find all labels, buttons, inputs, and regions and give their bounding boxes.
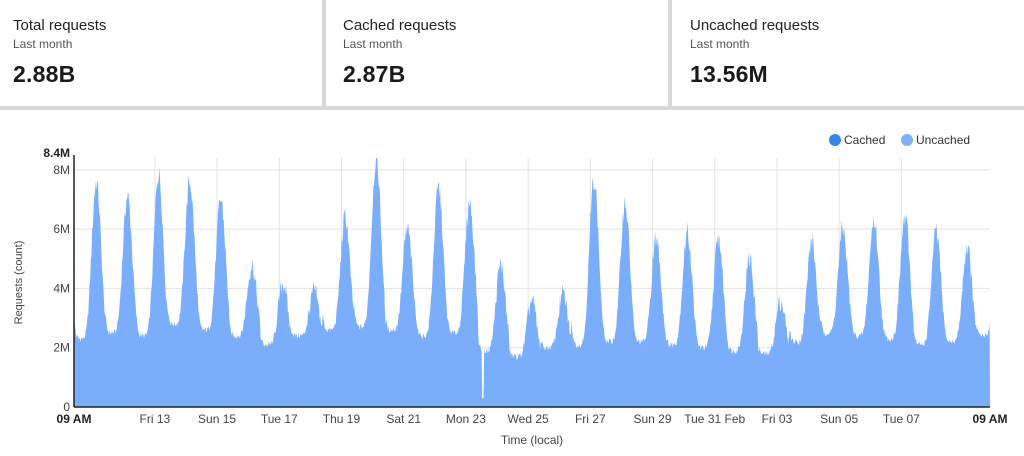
- area-layer: [74, 158, 990, 407]
- x-axis-label: Time (local): [501, 433, 563, 447]
- stat-value: 2.88B: [13, 61, 76, 87]
- y-tick-label: 8M: [53, 163, 70, 177]
- stat-card-cached: Cached requests Last month 2.87B: [326, 0, 668, 106]
- stat-period: Last month: [343, 37, 403, 51]
- y-tick-label: 2M: [53, 341, 70, 355]
- y-axis-label: Requests (count): [13, 241, 25, 325]
- stat-title: Uncached requests: [690, 17, 820, 34]
- requests-chart: 0 2M 4M 6M 8M 8.4M 09 AM Fri 13 Sun 15 Tue 17 Thu …: [0, 110, 1024, 451]
- x-tick-label: Wed 25: [508, 412, 549, 426]
- legend-marker-uncached[interactable]: [901, 134, 913, 146]
- x-tick-label: Tue 17: [261, 412, 298, 426]
- x-tick-label: Tue 31 Feb: [684, 412, 745, 426]
- y-tick-label: 8.4M: [43, 146, 70, 160]
- stat-period: Last month: [690, 37, 750, 51]
- x-tick-label: Sun 29: [634, 412, 672, 426]
- stat-value: 2.87B: [343, 61, 406, 87]
- x-tick-label: Thu 19: [323, 412, 361, 426]
- section-divider: [0, 106, 1024, 110]
- stat-card-total: Total requests Last month 2.88B: [0, 0, 322, 106]
- stat-value: 13.56M: [690, 61, 768, 87]
- x-tick-label: Tue 07: [883, 412, 920, 426]
- stat-title: Cached requests: [343, 17, 457, 34]
- stat-title: Total requests: [13, 17, 107, 34]
- cached-series-area: [74, 158, 990, 407]
- y-tick-label: 6M: [53, 222, 70, 236]
- x-tick-label: 09 AM: [973, 412, 1008, 426]
- x-tick-label: Fri 27: [575, 412, 606, 426]
- x-tick-label: Sat 21: [386, 412, 421, 426]
- legend-label-cached[interactable]: Cached: [844, 133, 885, 147]
- stats-row: Total requests Last month 2.88B Cached r…: [0, 0, 1024, 106]
- stat-card-uncached: Uncached requests Last month 13.56M: [672, 0, 1024, 106]
- requests-chart-svg: 0 2M 4M 6M 8M 8.4M 09 AM Fri 13 Sun 15 Tue 17 Thu …: [13, 133, 1007, 447]
- x-tick-label: Fri 13: [140, 412, 171, 426]
- axis-layer: 0 2M 4M 6M 8M 8.4M 09 AM Fri 13 Sun 15 Tue 17 Thu …: [43, 146, 1007, 426]
- x-tick-label: Mon 23: [446, 412, 486, 426]
- y-tick-label: 4M: [53, 281, 70, 295]
- x-tick-label: Sun 15: [198, 412, 236, 426]
- stat-divider: [668, 0, 672, 106]
- legend[interactable]: Cached Uncached: [829, 133, 970, 147]
- x-tick-label: Fri 03: [762, 412, 793, 426]
- x-tick-label: 09 AM: [57, 412, 92, 426]
- stat-divider: [322, 0, 326, 106]
- legend-marker-cached[interactable]: [829, 134, 841, 146]
- stat-period: Last month: [13, 37, 73, 51]
- x-tick-label: Sun 05: [820, 412, 858, 426]
- legend-label-uncached[interactable]: Uncached: [916, 133, 970, 147]
- y-tick-label: 0: [63, 400, 70, 414]
